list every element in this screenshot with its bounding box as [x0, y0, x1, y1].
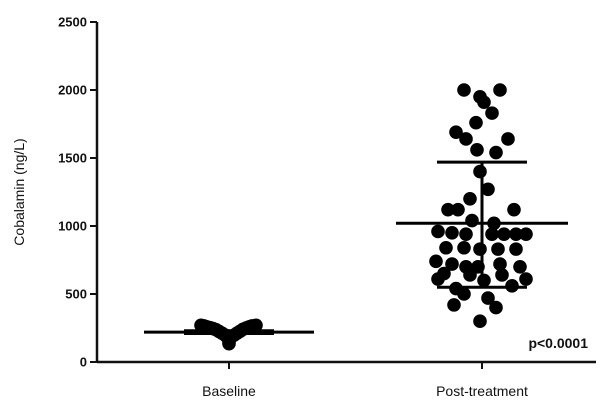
- data-point: [431, 272, 445, 286]
- data-point: [477, 273, 491, 288]
- data-point: [495, 268, 509, 282]
- data-point: [519, 272, 533, 286]
- data-point: [463, 268, 477, 282]
- data-point: [497, 227, 511, 241]
- axes: 0 500 1000 1500 2000 2500 Baseline Post-treatme…: [58, 15, 596, 399]
- data-point: [457, 83, 471, 97]
- data-point: [457, 240, 471, 255]
- data-point: [513, 260, 527, 274]
- data-point: [439, 240, 453, 255]
- data-point: [501, 132, 515, 146]
- data-point: [481, 182, 495, 197]
- x-category-label: Baseline: [202, 383, 256, 399]
- data-point: [457, 287, 471, 301]
- data-point: [509, 242, 523, 256]
- data-point: [473, 314, 487, 329]
- data-point: [459, 227, 473, 241]
- data-point: [489, 300, 503, 315]
- data-point: [470, 143, 484, 157]
- data-point: [473, 242, 487, 256]
- data-point: [509, 227, 523, 241]
- x-category-label: Post-treatment: [436, 383, 528, 399]
- data-point: [485, 227, 499, 241]
- y-tick-label: 2000: [58, 83, 87, 98]
- data-point: [485, 106, 499, 120]
- data-point: [463, 192, 477, 206]
- data-point: [459, 132, 473, 146]
- data-point: [493, 83, 507, 97]
- data-point: [469, 115, 483, 130]
- y-tick-label: 1000: [58, 219, 87, 234]
- p-value-annotation: p<0.0001: [528, 335, 588, 351]
- y-tick-label: 2500: [58, 15, 87, 30]
- y-tick-label: 500: [65, 287, 87, 302]
- data-point: [481, 291, 495, 305]
- y-axis-label: Cobalamin (ng/L): [11, 138, 27, 245]
- data-groups: [144, 83, 568, 351]
- data-point: [465, 213, 479, 228]
- data-point: [249, 318, 263, 333]
- data-point: [445, 226, 459, 240]
- y-tick-label: 0: [80, 355, 87, 370]
- data-point: [477, 95, 491, 110]
- data-point: [507, 202, 521, 217]
- group-baseline: [144, 318, 314, 351]
- data-point: [441, 202, 455, 217]
- data-point: [447, 298, 461, 312]
- data-point: [493, 257, 507, 271]
- data-point: [491, 242, 505, 256]
- group-post-treatment: [396, 83, 568, 329]
- data-point: [445, 257, 459, 271]
- data-point: [451, 202, 465, 217]
- data-point: [489, 145, 503, 160]
- data-point: [431, 224, 445, 239]
- data-point: [473, 164, 487, 179]
- data-point: [449, 125, 463, 139]
- data-point: [429, 254, 443, 269]
- data-point: [519, 227, 533, 241]
- y-tick-label: 1500: [58, 151, 87, 166]
